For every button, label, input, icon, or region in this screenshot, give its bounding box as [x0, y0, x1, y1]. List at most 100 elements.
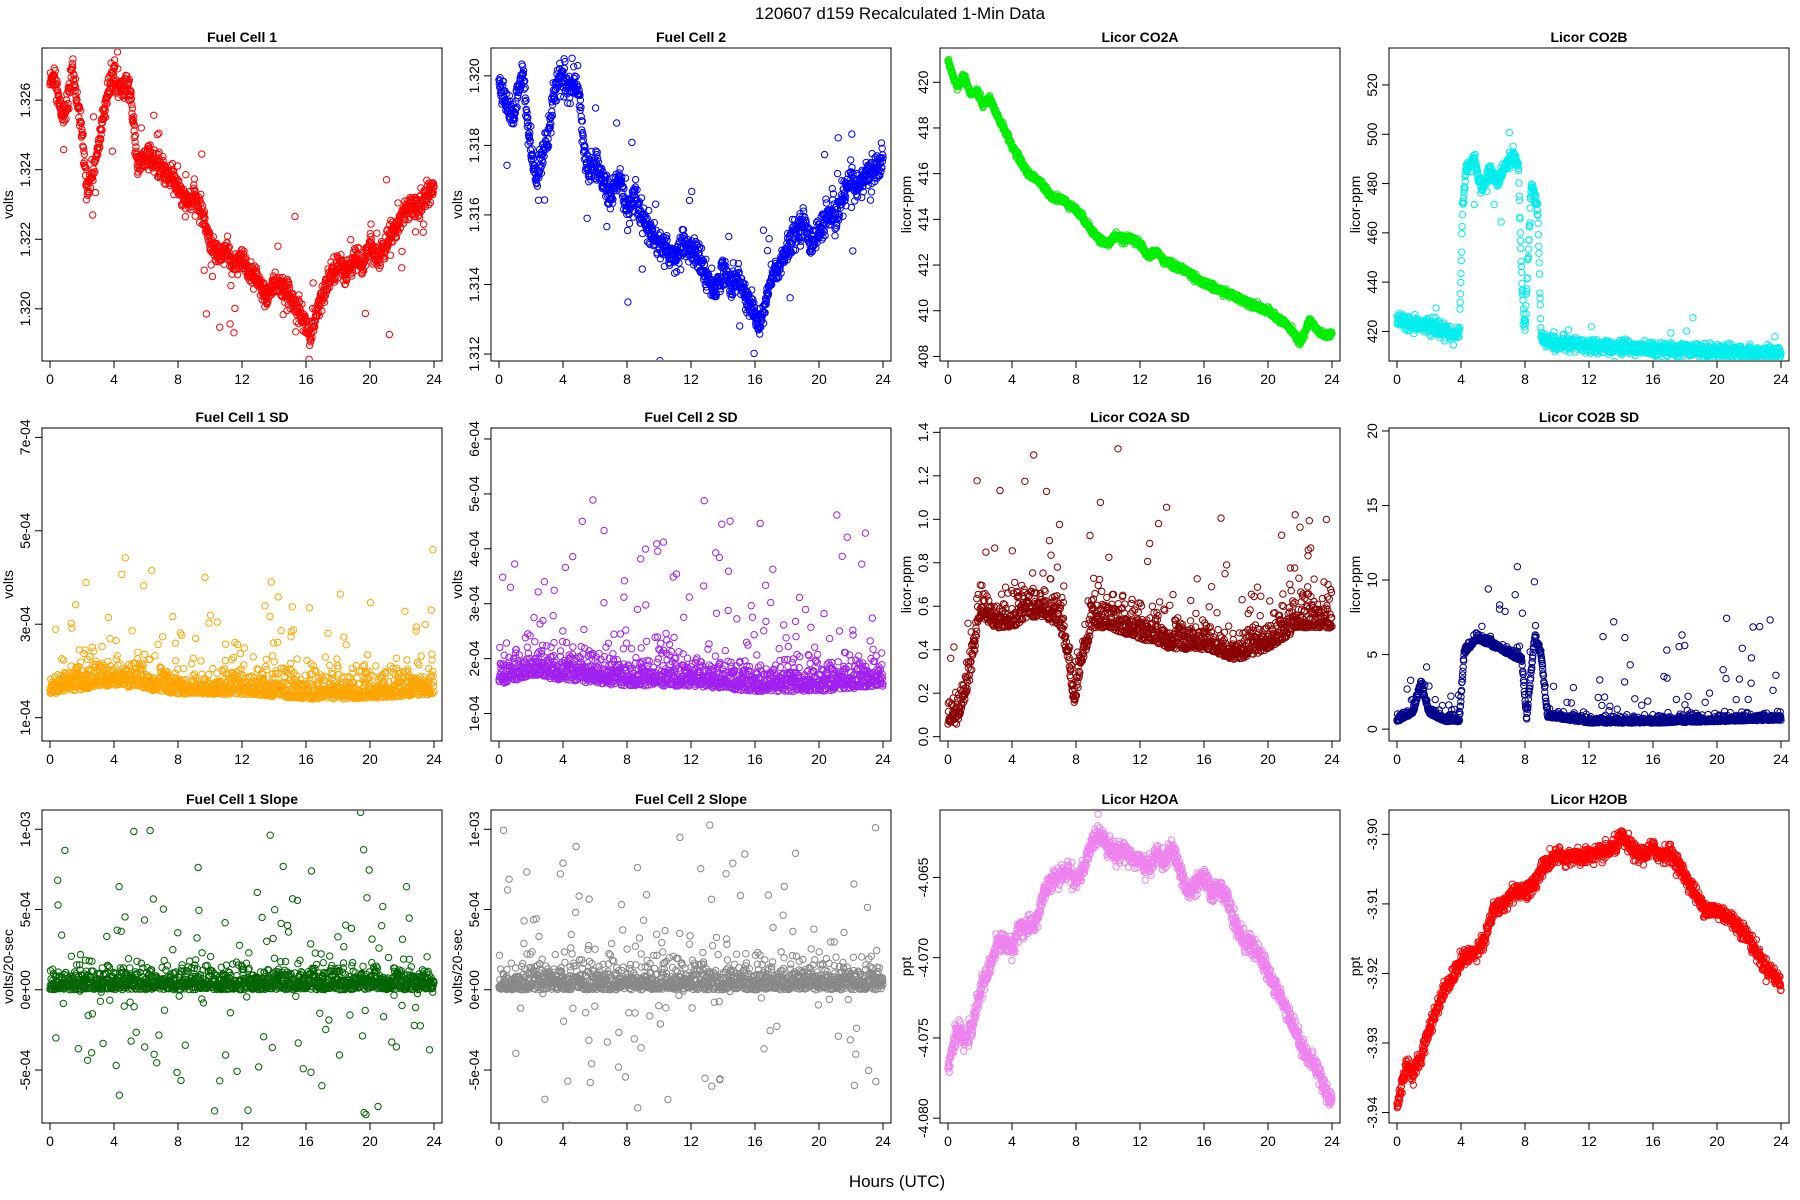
data-point [1457, 256, 1466, 265]
data-point [1442, 322, 1451, 330]
data-point [629, 213, 638, 221]
data-point [318, 307, 326, 315]
data-point [506, 109, 514, 117]
data-point [326, 283, 334, 291]
data-point [547, 113, 555, 121]
data-point [841, 196, 849, 205]
data-point [593, 151, 601, 159]
x-tick-label: 0 [944, 371, 952, 387]
data-point [721, 257, 729, 266]
data-point [876, 171, 884, 180]
data-point [311, 323, 319, 331]
data-point [1516, 229, 1525, 237]
data-point [725, 232, 733, 241]
data-point [161, 180, 170, 188]
data-point [583, 214, 591, 223]
data-point [332, 272, 340, 280]
data-point [834, 134, 842, 142]
data-point [519, 62, 527, 70]
data-point [520, 85, 528, 93]
y-tick-label: 1.320 [17, 291, 33, 326]
data-point [598, 164, 606, 173]
data-point [505, 92, 514, 100]
data-point [404, 215, 413, 224]
data-point [609, 195, 617, 204]
data-point [601, 172, 610, 181]
data-point [1461, 177, 1470, 186]
data-point [1535, 242, 1543, 251]
data-point [90, 169, 98, 177]
data-point [750, 349, 758, 358]
data-point [859, 188, 867, 196]
data-point [159, 153, 167, 161]
data-point [398, 247, 406, 256]
data-point [398, 264, 406, 272]
data-point [702, 255, 710, 263]
data-point [846, 176, 854, 184]
data-point [519, 67, 528, 75]
data-point [73, 95, 81, 104]
data-point [97, 130, 105, 139]
data-point [121, 87, 130, 95]
data-point [848, 130, 856, 138]
data-point [1328, 329, 1336, 338]
data-point [309, 327, 318, 335]
data-point [832, 224, 840, 232]
data-point [78, 125, 86, 134]
data-point [749, 295, 757, 304]
x-tick-label: 8 [174, 371, 182, 387]
data-point [581, 143, 589, 151]
data-point [98, 126, 106, 134]
data-point [741, 280, 749, 288]
data-point [1519, 296, 1527, 304]
data-points [944, 55, 1336, 349]
data-point [260, 279, 268, 287]
data-point [226, 320, 234, 328]
data-point [548, 101, 557, 109]
data-point [831, 225, 839, 233]
data-point [748, 286, 756, 294]
data-point [547, 120, 555, 128]
data-point [411, 213, 419, 221]
data-point [670, 269, 679, 277]
data-point [73, 88, 81, 96]
data-point [68, 60, 77, 68]
data-point [827, 208, 835, 217]
data-point [130, 133, 139, 142]
data-point [677, 266, 685, 274]
data-point [53, 76, 61, 85]
x-tick-label: 0 [495, 371, 503, 387]
data-point [305, 355, 313, 360]
data-point [651, 200, 660, 208]
data-point [620, 184, 628, 193]
data-point [429, 190, 437, 199]
data-point [673, 268, 681, 276]
data-point [847, 203, 856, 212]
data-point [602, 171, 611, 180]
data-point [1531, 190, 1539, 198]
data-point [533, 182, 542, 190]
data-point [801, 213, 809, 221]
data-point [529, 155, 538, 163]
data-point [499, 77, 507, 86]
data-point [1432, 304, 1440, 312]
data-point [1526, 204, 1534, 212]
data-point [1515, 196, 1524, 205]
data-point [811, 240, 819, 249]
data-point [783, 256, 791, 264]
data-point [418, 207, 426, 215]
data-point [523, 108, 531, 117]
data-point [69, 55, 77, 63]
y-tick-label: 1.316 [466, 197, 482, 232]
data-point [394, 228, 403, 236]
data-point [1456, 305, 1464, 313]
data-point [419, 220, 428, 228]
data-point [223, 232, 232, 240]
data-point [153, 130, 162, 139]
data-point [685, 196, 694, 205]
data-point [796, 213, 804, 221]
data-point [1490, 200, 1498, 209]
data-point [77, 107, 85, 115]
data-point [835, 211, 844, 219]
